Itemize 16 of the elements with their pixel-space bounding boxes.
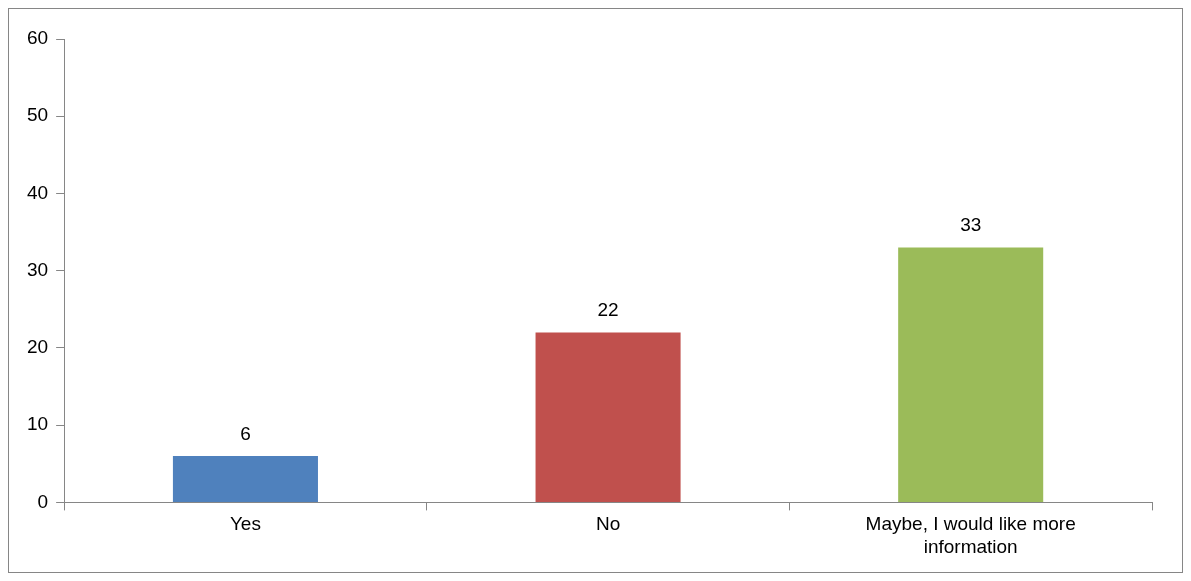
data-label: 33	[960, 214, 982, 236]
x-tick-label: Yes	[229, 513, 261, 535]
data-label: 22	[597, 299, 619, 321]
y-tick-label: 60	[26, 27, 49, 49]
y-tick-label: 30	[26, 258, 49, 280]
y-tick-label: 20	[26, 336, 49, 358]
bar	[535, 332, 681, 502]
y-tick-label: 0	[37, 490, 49, 512]
x-tick-label: No	[595, 513, 621, 535]
bar	[172, 456, 318, 502]
x-tick-label: Maybe, I would like more information	[865, 513, 1076, 557]
y-tick-label: 40	[26, 181, 49, 203]
bar	[898, 247, 1044, 502]
data-label: 6	[240, 422, 251, 444]
y-tick-label: 10	[26, 413, 49, 435]
y-tick-label: 50	[26, 104, 49, 126]
